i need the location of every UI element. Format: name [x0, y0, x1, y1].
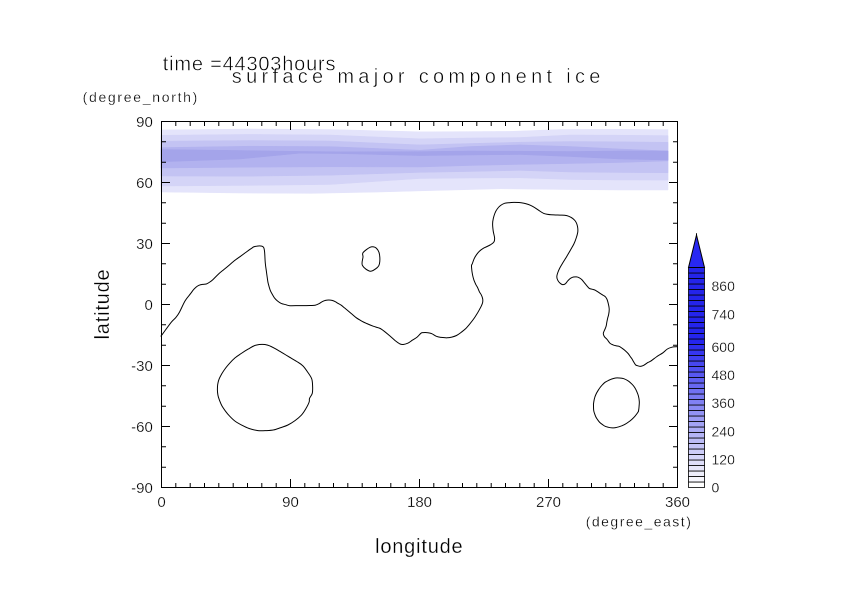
svg-text:(degree_north): (degree_north) [83, 89, 199, 105]
svg-text:30: 30 [136, 236, 153, 253]
svg-text:240: 240 [712, 423, 736, 439]
svg-text:0: 0 [144, 297, 152, 314]
svg-text:120: 120 [712, 451, 736, 467]
svg-text:surface major component ice: surface major component ice [232, 66, 605, 88]
svg-text:-30: -30 [131, 358, 153, 375]
svg-text:270: 270 [536, 494, 561, 511]
svg-text:480: 480 [712, 367, 736, 383]
svg-text:60: 60 [136, 175, 153, 192]
svg-text:90: 90 [282, 494, 299, 511]
svg-text:360: 360 [712, 395, 736, 411]
svg-text:time =44303hours: time =44303hours [163, 54, 336, 76]
svg-text:360: 360 [665, 494, 690, 511]
svg-text:180: 180 [407, 494, 432, 511]
svg-text:-60: -60 [131, 419, 153, 436]
svg-text:longitude: longitude [375, 536, 463, 558]
svg-text:0: 0 [157, 494, 165, 511]
svg-text:-90: -90 [131, 480, 153, 497]
svg-text:90: 90 [136, 114, 153, 131]
svg-text:860: 860 [712, 278, 736, 294]
svg-text:600: 600 [712, 339, 736, 355]
svg-text:(degree_east): (degree_east) [586, 514, 693, 530]
svg-text:0: 0 [712, 480, 720, 496]
svg-text:740: 740 [712, 306, 736, 322]
svg-text:latitude: latitude [92, 269, 114, 340]
